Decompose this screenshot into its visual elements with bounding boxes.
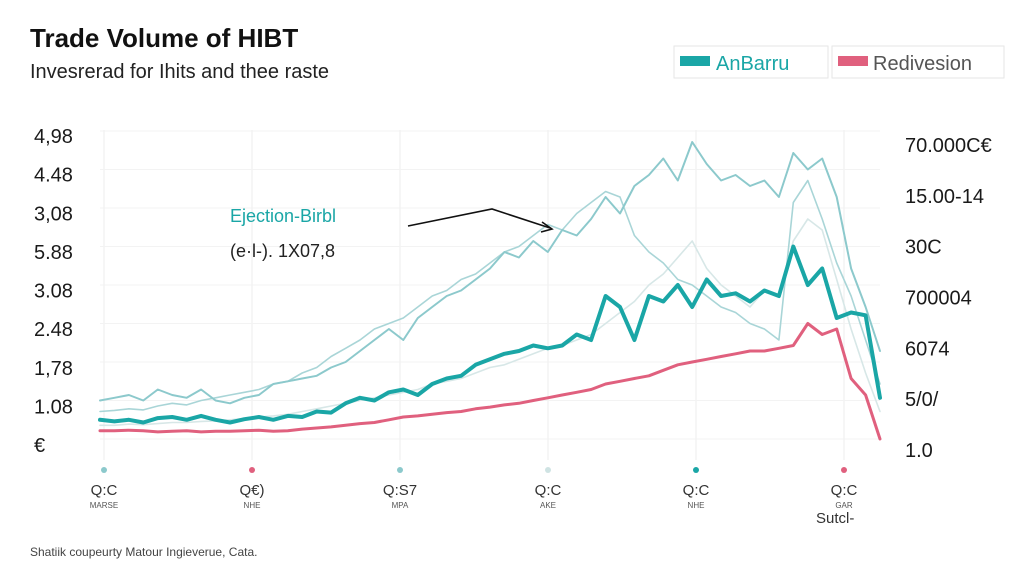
y-tick-left-label: 4,98: [34, 126, 73, 148]
y-axis-right: 70.000C€ 15.00-14 30C 700004 6074 5/0/1.0: [905, 135, 992, 462]
series-line-background-4: [99, 218, 881, 427]
x-axis: Q:C MARSE Q€) NHE Q:S7 MPA Q:C AKE Q:C NHE Q:C GAR: [90, 467, 858, 510]
corner-label: Sutcl-: [816, 510, 854, 527]
y-tick-left-label: €: [34, 435, 45, 457]
x-tick-sublabel: NHE: [688, 501, 705, 510]
chart-title: Trade Volume of HIBT: [30, 23, 298, 53]
y-tick-right-label: 6074: [905, 338, 950, 360]
x-tick-sublabel: MPA: [392, 501, 409, 510]
annotation-arrowhead: [540, 221, 554, 233]
y-tick-right-label: 1.0: [905, 440, 933, 462]
x-tick-sublabel: AKE: [540, 501, 556, 510]
x-tick-sublabel: GAR: [835, 501, 853, 510]
x-tick-dot: [101, 467, 107, 473]
series-line-background-2: [99, 141, 881, 405]
x-tick-label: Q:C: [831, 482, 858, 499]
x-tick-sublabel: NHE: [244, 501, 261, 510]
grid: [100, 130, 880, 460]
legend: AnBarru Redivesion: [673, 45, 1005, 79]
x-tick-label: Q:C: [535, 482, 562, 499]
chart-subtitle: Invesrerad for Ihits and thee raste: [30, 61, 329, 83]
y-tick-left-label: 5.88: [34, 242, 73, 264]
y-tick-right-label: 30C: [905, 237, 942, 259]
x-tick-label: Q:C: [683, 482, 710, 499]
x-tick-label: Q€): [239, 482, 264, 499]
x-tick-dot: [841, 467, 847, 473]
x-tick-sublabel: MARSE: [90, 501, 118, 510]
y-tick-left-label: 4.48: [34, 165, 73, 187]
x-tick-dot: [397, 467, 403, 473]
annotation: Ejection-Birbl (e·l-). 1X07,8: [230, 206, 554, 261]
x-tick-label: Q:S7: [383, 482, 417, 499]
annotation-label: Ejection-Birbl: [230, 206, 336, 226]
y-tick-left-label: 1.08: [34, 396, 73, 418]
x-tick-dot: [693, 467, 699, 473]
x-tick-dot: [545, 467, 551, 473]
legend-label-anbarru: AnBarru: [716, 53, 789, 75]
series-line-redivesion: [98, 322, 882, 441]
x-tick-label: Q:C: [91, 482, 118, 499]
legend-label-redivesion: Redivesion: [873, 53, 972, 75]
annotation-arrow: [407, 208, 551, 229]
annotation-value: (e·l-). 1X07,8: [230, 241, 335, 261]
x-tick-dot: [249, 467, 255, 473]
y-axis-left: 4,98 4.48 3,08 5.88 3.08 2.48 1,78 1.08 €: [34, 126, 73, 457]
y-tick-left-label: 1,78: [34, 358, 73, 380]
y-tick-left-label: 3.08: [34, 281, 73, 303]
legend-swatch-redivesion: [838, 56, 868, 66]
legend-swatch-anbarru: [680, 56, 710, 66]
series-line-background-3: [99, 179, 881, 413]
footer-note: Shatiik coupeurty Matour Ingieverue, Cat…: [30, 545, 257, 559]
y-tick-right-label: 15.00-14: [905, 186, 984, 208]
y-tick-left-label: 3,08: [34, 203, 73, 225]
series-group: [98, 141, 882, 441]
y-tick-left-label: 2.48: [34, 319, 73, 341]
y-tick-right-label: 70.000C€: [905, 135, 992, 157]
y-tick-right-label: 700004: [905, 288, 972, 310]
series-line-anbarru: [98, 244, 882, 425]
y-tick-right-label: 5/0/: [905, 389, 939, 411]
